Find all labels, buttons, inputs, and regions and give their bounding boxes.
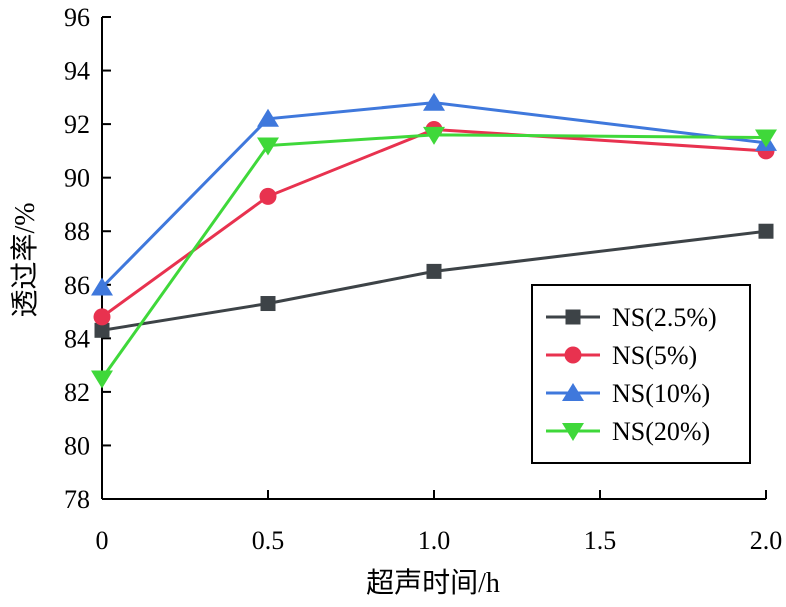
series-1	[93, 120, 775, 326]
y-tick-label: 84	[64, 324, 90, 353]
data-point-triangle-down	[423, 126, 445, 145]
data-point-square	[426, 263, 442, 279]
x-tick-label: 2.0	[750, 526, 783, 555]
data-point-circle	[93, 308, 111, 326]
data-point-triangle-up	[562, 383, 584, 401]
series-3	[91, 126, 777, 389]
data-point-triangle-up	[257, 108, 279, 127]
data-point-triangle-up	[423, 92, 445, 111]
data-point-triangle-down	[257, 137, 279, 156]
data-point-square	[758, 223, 774, 239]
series-line	[100, 101, 767, 289]
data-point-triangle-down	[91, 370, 113, 389]
series-line	[100, 133, 767, 380]
y-tick-label: 90	[64, 164, 90, 193]
data-point-triangle-down	[755, 129, 777, 148]
y-tick-label: 88	[64, 217, 90, 246]
data-point-square	[260, 296, 276, 312]
x-tick-label: 1.0	[418, 526, 451, 555]
legend-entry: NS(5%)	[546, 341, 697, 370]
y-tick-label: 78	[64, 485, 90, 514]
legend-label: NS(2.5%)	[612, 303, 717, 332]
data-point-triangle-down	[562, 423, 584, 441]
legend-label: NS(10%)	[612, 379, 710, 408]
legend-label: NS(5%)	[612, 341, 697, 370]
x-axis-title: 超声时间/h	[366, 567, 500, 599]
data-point-square	[565, 309, 581, 325]
data-point-square	[94, 322, 110, 338]
y-tick-label: 82	[64, 378, 90, 407]
legend: NS(2.5%) NS(5%) NS(10%) NS(20%)	[531, 284, 751, 464]
legend-label: NS(20%)	[612, 417, 710, 446]
y-tick-label: 92	[64, 110, 90, 139]
series-line	[101, 229, 767, 332]
legend-entry: NS(2.5%)	[546, 303, 717, 332]
y-tick-label: 80	[64, 431, 90, 460]
x-tick-label: 1.5	[584, 526, 617, 555]
x-tick-label: 0.5	[252, 526, 285, 555]
y-axis-title: 透过率/%	[9, 202, 41, 317]
y-tick-label: 94	[64, 57, 90, 86]
series-layer	[91, 92, 777, 389]
series-0	[94, 223, 774, 338]
y-tick-label: 86	[64, 271, 90, 300]
data-point-circle	[564, 346, 582, 364]
legend-entry: NS(10%)	[546, 379, 710, 408]
x-tick-label: 0	[96, 526, 109, 555]
series-line	[101, 127, 767, 319]
ticks: 78 80 82 84 86 88 90 92 94 96 0 0.5 1.0 1.5 2.0	[64, 3, 782, 555]
y-tick-label: 96	[64, 3, 90, 32]
series-2	[91, 92, 777, 296]
data-point-circle	[259, 187, 277, 205]
legend-entry: NS(20%)	[546, 417, 710, 446]
data-point-triangle-up	[91, 277, 113, 296]
